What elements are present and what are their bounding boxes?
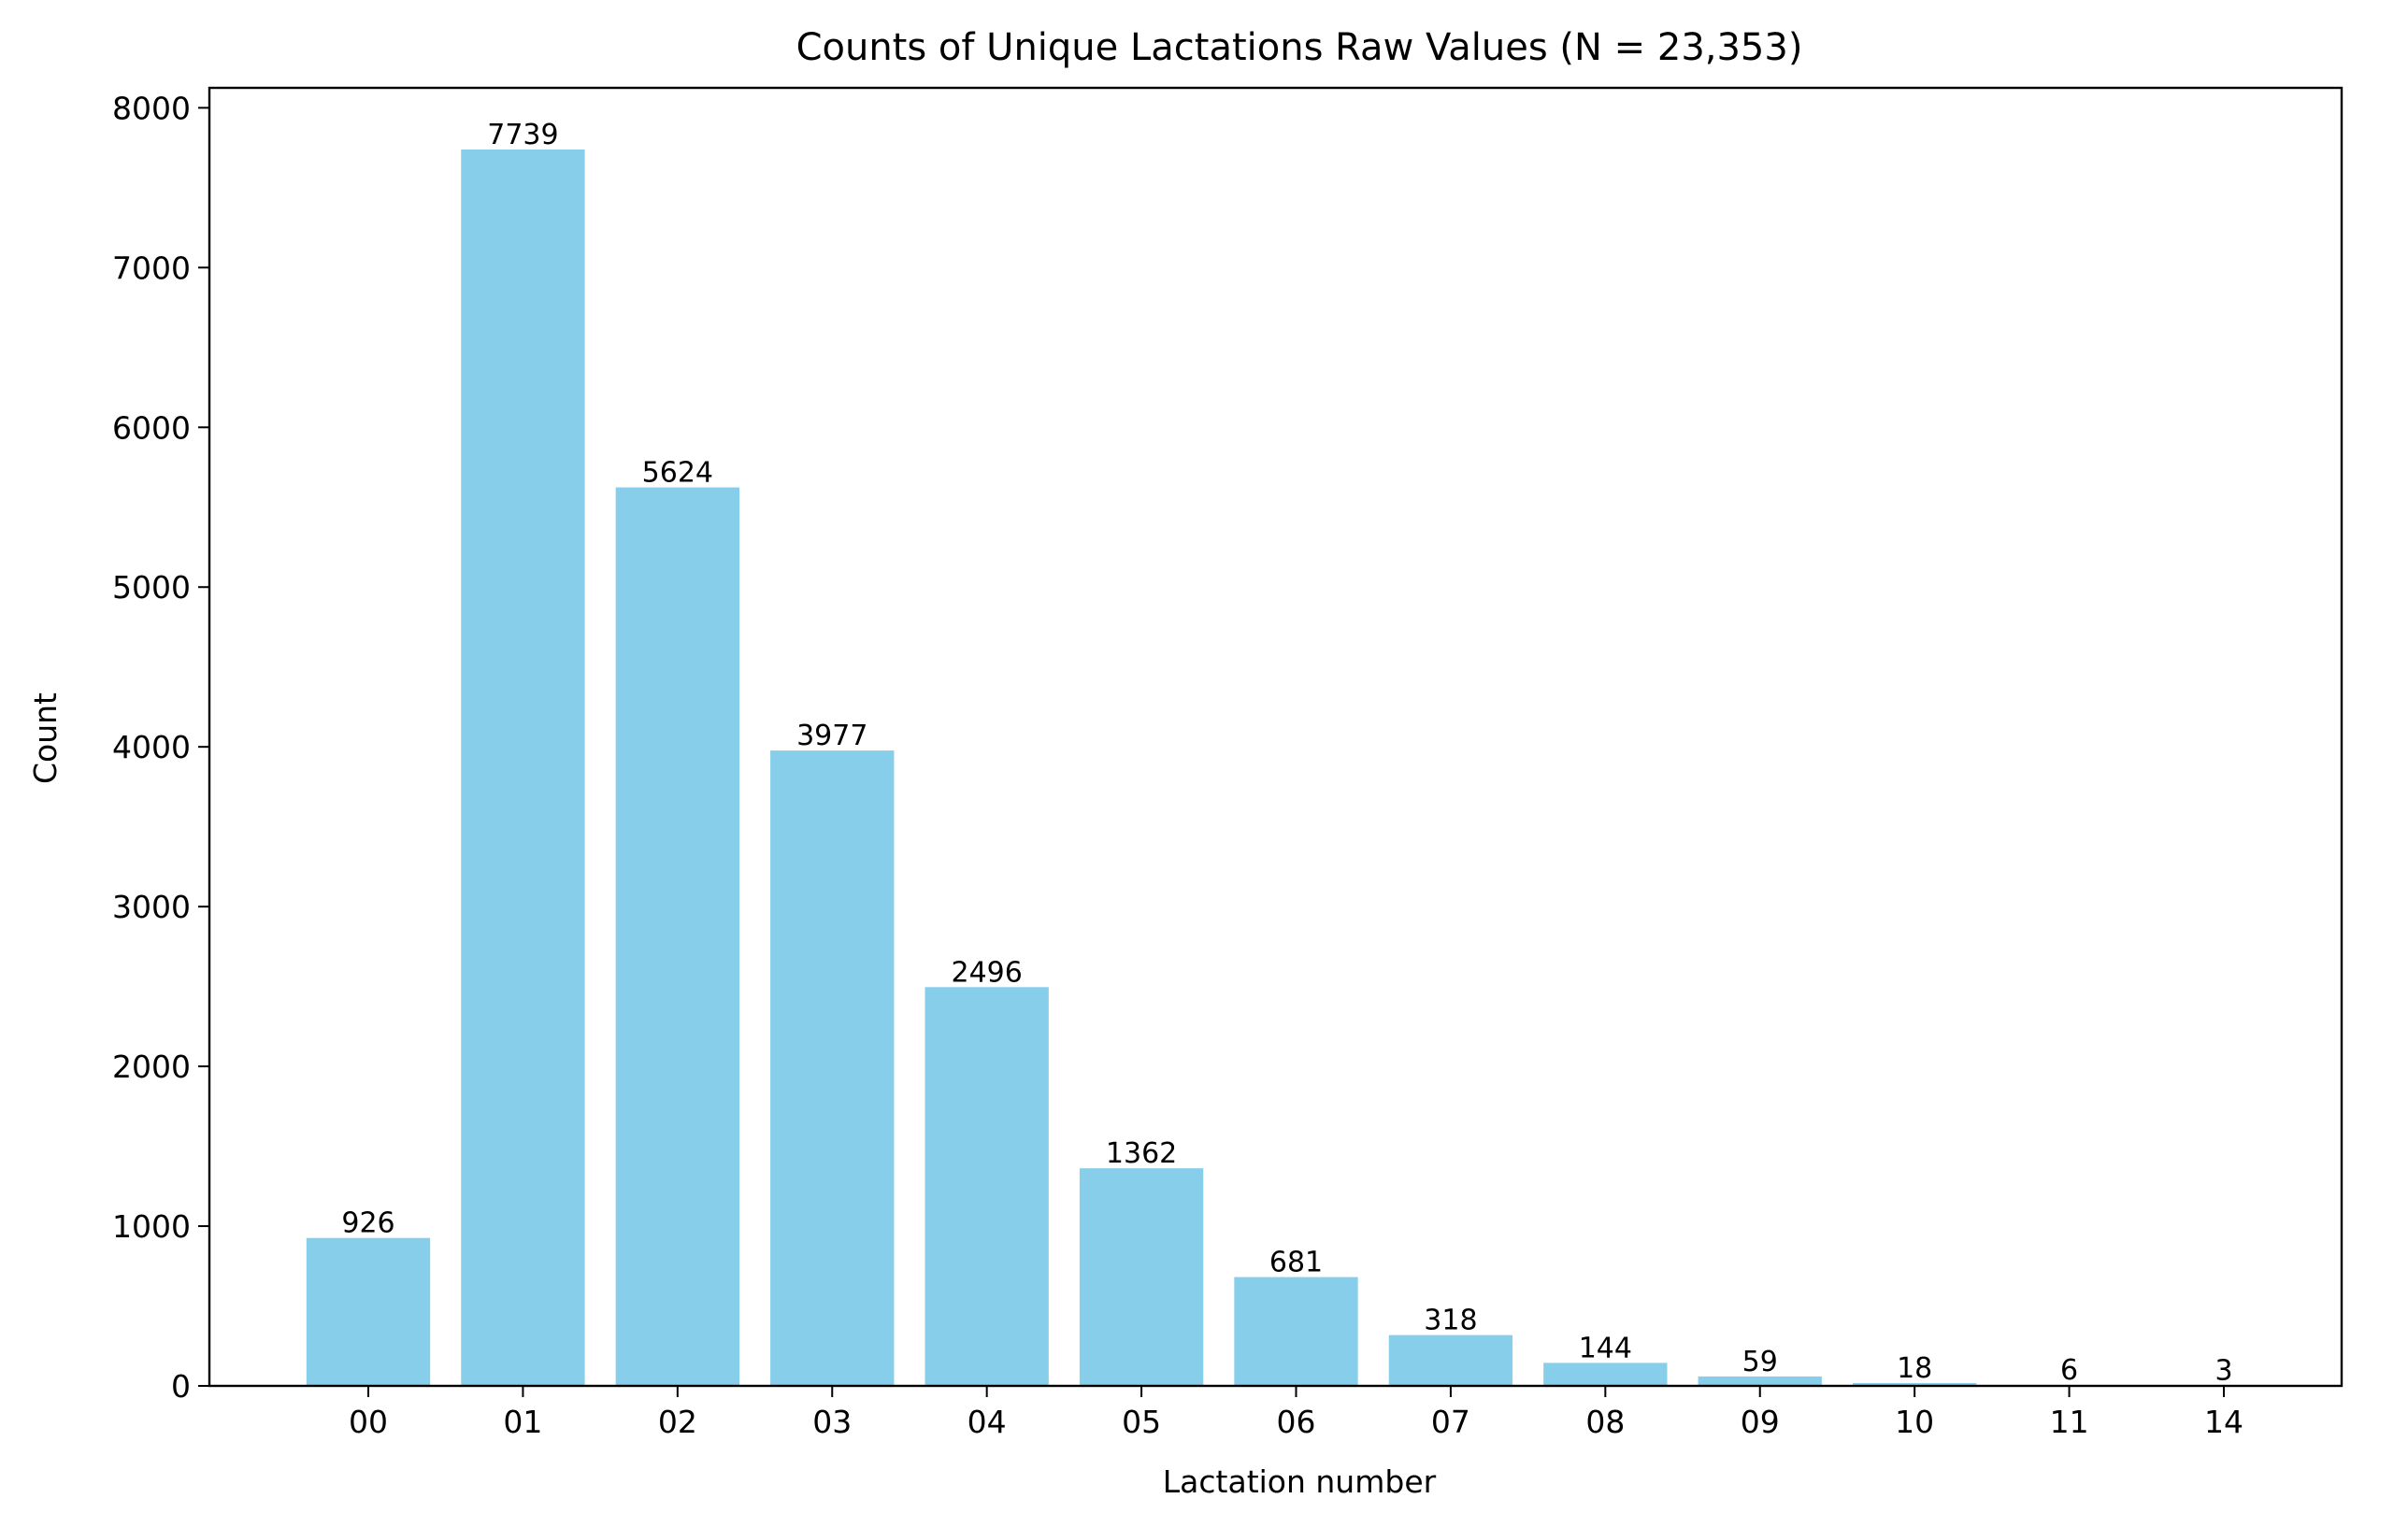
bar-07: [1388, 1334, 1513, 1386]
bar-09: [1698, 1376, 1822, 1386]
x-tick-label-00: 00: [349, 1404, 388, 1440]
x-tick-label-06: 06: [1277, 1404, 1316, 1440]
data-label-01: 7739: [487, 119, 558, 151]
bar-03: [770, 750, 895, 1386]
bar-08: [1543, 1363, 1668, 1386]
data-label-14: 3: [2214, 1354, 2232, 1387]
data-label-03: 3977: [796, 720, 867, 752]
x-tick-label-14: 14: [2204, 1404, 2243, 1440]
data-labels-layer: 926 7739 5624 3977 2496 1362 681 318 144 59 18 6 3: [341, 119, 2232, 1387]
y-axis-label: Count: [27, 692, 64, 784]
data-label-02: 5624: [642, 457, 713, 490]
x-tick-label-03: 03: [812, 1404, 852, 1440]
y-tick-label-8000: 8000: [112, 90, 191, 126]
bars-layer: [306, 149, 2286, 1387]
bar-06: [1234, 1277, 1358, 1386]
bar-10: [1853, 1382, 1977, 1386]
x-tick-label-11: 11: [2050, 1404, 2089, 1440]
bar-00: [306, 1237, 431, 1386]
y-tick-label-0: 0: [171, 1368, 191, 1405]
data-label-05: 1362: [1106, 1137, 1177, 1170]
bar-04: [924, 987, 1049, 1386]
bar-05: [1079, 1168, 1204, 1386]
bar-01: [461, 149, 585, 1387]
x-tick-label-10: 10: [1895, 1404, 1934, 1440]
y-tick-label-4000: 4000: [112, 729, 191, 765]
data-label-06: 681: [1269, 1247, 1323, 1279]
y-tick-label-5000: 5000: [112, 569, 191, 606]
data-label-04: 2496: [951, 956, 1022, 989]
data-label-07: 318: [1424, 1305, 1477, 1337]
data-label-11: 6: [2060, 1354, 2078, 1387]
y-tick-label-3000: 3000: [112, 889, 191, 925]
chart-title: Counts of Unique Lactations Raw Values (…: [796, 26, 1803, 69]
y-tick-label-1000: 1000: [112, 1208, 191, 1245]
x-axis-label: Lactation number: [1163, 1463, 1437, 1500]
data-label-08: 144: [1579, 1332, 1632, 1364]
x-tick-label-07: 07: [1431, 1404, 1470, 1440]
y-tick-label-6000: 6000: [112, 409, 191, 446]
y-tick-label-7000: 7000: [112, 250, 191, 286]
y-axis: 0 1000 2000 3000 4000 5000 6000 7000 8000: [112, 90, 209, 1405]
x-tick-label-04: 04: [968, 1404, 1007, 1440]
x-tick-label-01: 01: [503, 1404, 542, 1440]
x-tick-label-08: 08: [1585, 1404, 1625, 1440]
bar-02: [615, 487, 739, 1386]
x-tick-label-09: 09: [1741, 1404, 1780, 1440]
x-tick-label-02: 02: [658, 1404, 697, 1440]
data-label-10: 18: [1897, 1352, 1932, 1385]
plot-area-frame: [208, 86, 2344, 1388]
y-tick-label-2000: 2000: [112, 1049, 191, 1085]
data-label-00: 926: [341, 1207, 394, 1240]
data-label-09: 59: [1742, 1346, 1778, 1378]
x-tick-label-05: 05: [1122, 1404, 1161, 1440]
x-axis: 00 01 02 03 04 05 06 07 08 09 10 11 14: [349, 1386, 2243, 1440]
